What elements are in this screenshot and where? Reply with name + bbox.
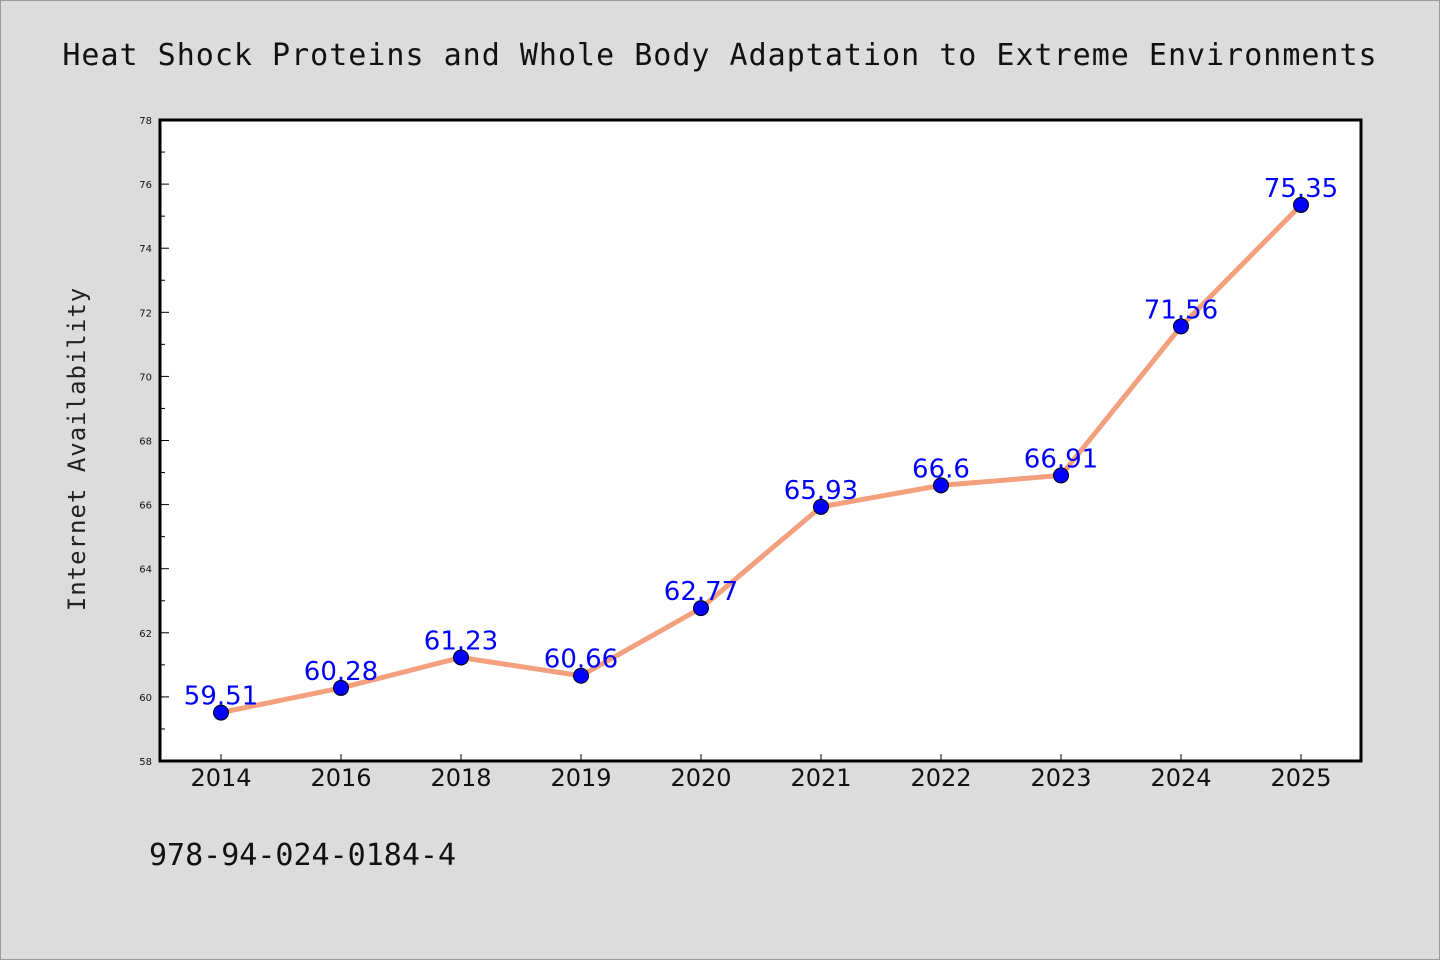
data-label: 61.23 (424, 626, 498, 656)
x-tick-label: 2024 (1150, 764, 1211, 792)
y-tick-label: 78 (139, 116, 152, 127)
y-tick-label: 70 (139, 372, 152, 383)
data-point (453, 649, 469, 666)
y-axis-ticks: 58 60 62 64 66 68 70 72 74 76 78 (139, 116, 169, 768)
data-point (1053, 467, 1069, 484)
x-tick-label: 2020 (670, 764, 731, 792)
data-point (813, 498, 829, 515)
data-point (693, 600, 709, 617)
data-label: 60.28 (304, 657, 378, 687)
y-tick-label: 60 (139, 693, 152, 704)
data-label: 60.66 (544, 645, 618, 675)
y-tick-label: 66 (139, 501, 152, 512)
data-label: 62.77 (664, 577, 738, 607)
y-tick-label: 62 (139, 629, 152, 640)
data-label: 59.51 (184, 682, 258, 712)
y-tick-label: 72 (139, 308, 152, 319)
y-tick-label: 76 (139, 180, 152, 191)
x-tick-label: 2022 (910, 764, 971, 792)
x-tick-label: 2019 (550, 764, 611, 792)
data-point (573, 667, 589, 684)
x-tick-label: 2016 (310, 764, 371, 792)
plot-area (158, 118, 1363, 763)
x-tick-label: 2021 (790, 764, 851, 792)
y-tick-label: 68 (139, 437, 152, 448)
x-axis-ticks: 2014 2016 2018 2019 2020 2021 2022 2023 2024 2025 (190, 754, 1332, 792)
series-markers (213, 196, 1309, 721)
series-line (218, 202, 1304, 716)
data-point (1293, 196, 1309, 213)
y-axis-label: Internet Availability (63, 287, 91, 611)
data-label: 65.93 (784, 476, 858, 506)
data-label: 66.6 (912, 454, 970, 484)
x-tick-label: 2014 (190, 764, 251, 792)
x-tick-label: 2025 (1270, 764, 1331, 792)
y-tick-label: 74 (139, 244, 152, 255)
x-tick-label: 2018 (430, 764, 491, 792)
data-labels: 59.51 60.28 61.23 60.66 62.77 65.93 66.6 66.91 7… (184, 174, 1338, 712)
data-label: 66.91 (1024, 444, 1098, 474)
data-label: 71.56 (1144, 295, 1218, 325)
data-point (333, 679, 349, 696)
data-point (933, 477, 949, 494)
data-point (1173, 318, 1189, 335)
y-tick-label: 64 (139, 565, 152, 576)
isbn-text: 978-94-024-0184-4 (149, 838, 456, 873)
data-label: 75.35 (1264, 174, 1338, 204)
y-tick-label: 58 (139, 757, 152, 768)
chart-title: Heat Shock Proteins and Whole Body Adapt… (62, 38, 1377, 73)
data-point (213, 704, 229, 721)
x-tick-label: 2023 (1030, 764, 1091, 792)
